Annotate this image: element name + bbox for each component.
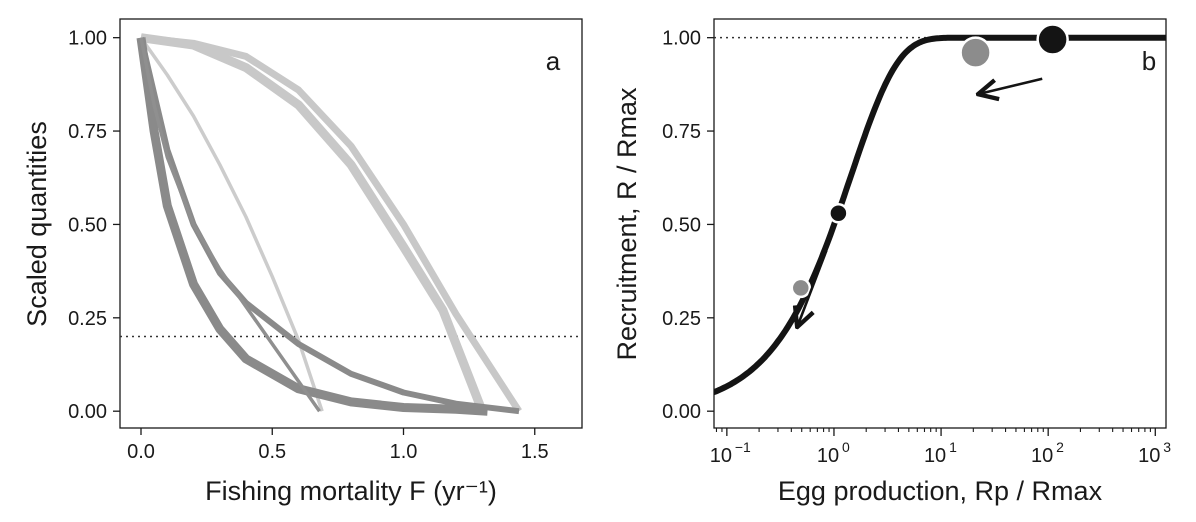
x-tick-label: 10 — [710, 445, 732, 467]
y-tick-label: 1.00 — [662, 28, 701, 50]
y-tick-label: 0.50 — [68, 214, 107, 236]
x-tick-exponent: 3 — [1163, 439, 1171, 455]
y-tick-label: 1.00 — [68, 28, 107, 50]
x-tick-label: 0.0 — [127, 441, 155, 463]
series-line-2 — [140, 34, 522, 414]
panel-b-y-ticks: 0.00 0.25 0.50 0.75 1.00 — [662, 28, 714, 423]
data-point-2 — [828, 202, 849, 224]
panel-a-frame — [119, 18, 583, 429]
data-point-1 — [790, 277, 812, 299]
panel-b: 10 −1 10 0 10 1 10 2 10 3 0.000.250.500.751.00 b … — [612, 18, 1171, 506]
x-tick-label: 10 — [1031, 445, 1053, 467]
panel-b-arrows — [798, 77, 1043, 326]
y-tick-label: 0.00 — [68, 401, 107, 423]
x-tick-label: 1.0 — [390, 441, 418, 463]
panel-a-series-group — [136, 33, 522, 416]
x-tick-exponent: 0 — [842, 439, 850, 455]
recruitment-curve — [714, 34, 1166, 396]
arrow-2 — [980, 77, 1043, 94]
x-tick-label: 10 — [817, 445, 839, 467]
y-tick-label: 0.25 — [662, 308, 701, 330]
series-line-6 — [139, 37, 321, 413]
panel-b-points — [790, 23, 1069, 299]
series-line-3 — [139, 36, 324, 412]
x-tick-label: 10 — [1138, 445, 1160, 467]
panel-b-x-ticks: 10 −1 10 0 10 1 10 2 10 3 — [710, 428, 1171, 467]
x-tick-exponent: −1 — [735, 439, 751, 455]
x-tick-label: 10 — [924, 445, 946, 467]
series-line-4 — [136, 37, 488, 416]
data-point-4 — [1036, 23, 1069, 56]
panel-b-xlabel: Egg production, Rp / Rmax — [778, 476, 1103, 506]
panel-a-label: a — [546, 46, 561, 76]
data-point-3 — [959, 36, 992, 69]
arrow-1 — [798, 250, 828, 326]
panel-a-x-ticks: 0.0 0.5 1.0 1.5 — [127, 428, 549, 463]
y-tick-label: 0.75 — [662, 121, 701, 143]
panel-b-label: b — [1142, 46, 1156, 76]
panel-b-ylabel: Recruitment, R / Rmax — [612, 87, 642, 361]
panel-a-xlabel: Fishing mortality F (yr⁻¹) — [205, 476, 497, 506]
y-tick-label: 0.00 — [662, 401, 701, 423]
panel-a-y-ticks: 0.00 0.25 0.50 0.75 1.00 — [68, 28, 120, 423]
x-tick-exponent: 1 — [949, 439, 957, 455]
y-tick-label: 0.25 — [68, 308, 107, 330]
panel-a: 0.0 0.5 1.0 1.5 0.00 0.25 0.50 0.75 1.00 a Scal… — [22, 18, 583, 506]
x-tick-label: 1.5 — [521, 441, 549, 463]
y-tick-label: 0.75 — [68, 121, 107, 143]
panel-a-ylabel: Scaled quantities — [22, 121, 52, 327]
panel-b-frame — [713, 18, 1167, 429]
y-tick-label: 0.50 — [662, 214, 701, 236]
x-tick-exponent: 2 — [1056, 439, 1064, 455]
x-tick-label: 0.5 — [258, 441, 286, 463]
